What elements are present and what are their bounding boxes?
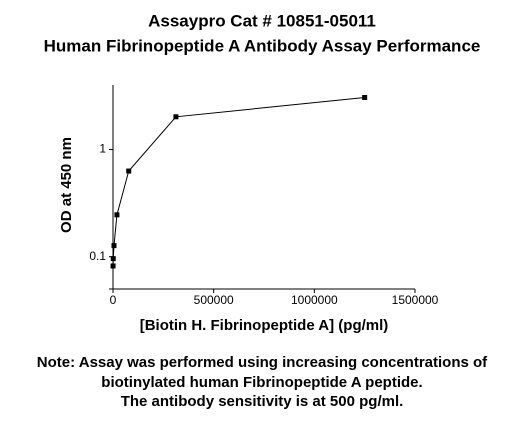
point bbox=[173, 114, 179, 120]
point bbox=[110, 263, 116, 269]
note-line: Note: Assay was performed using increasi… bbox=[37, 354, 488, 371]
line bbox=[112, 96, 365, 266]
chart-title: Assaypro Cat # 10851-05011 bbox=[148, 11, 376, 30]
point bbox=[111, 243, 117, 249]
x-tick-label: 500000 bbox=[194, 293, 234, 307]
y-tick-label: 1 bbox=[99, 142, 106, 156]
chart-subtitle: Human Fibrinopeptide A Antibody Assay Pe… bbox=[44, 36, 481, 55]
note-line: The antibody sensitivity is at 500 pg/ml… bbox=[121, 393, 404, 410]
x-tick-label: 0 bbox=[110, 293, 117, 307]
point bbox=[362, 94, 368, 100]
point bbox=[110, 256, 116, 262]
y-axis-label: OD at 450 nm bbox=[58, 137, 75, 233]
y-tick-label: 0.1 bbox=[89, 249, 106, 263]
point bbox=[126, 168, 132, 174]
x-tick-label: 1000000 bbox=[291, 293, 338, 307]
x-axis-label: [Biotin H. Fibrinopeptide A] (pg/ml) bbox=[140, 317, 389, 334]
x-tick-label: 1500000 bbox=[392, 293, 439, 307]
note-line: biotinylated human Fibrinopeptide A pept… bbox=[101, 374, 422, 391]
point bbox=[114, 212, 120, 218]
